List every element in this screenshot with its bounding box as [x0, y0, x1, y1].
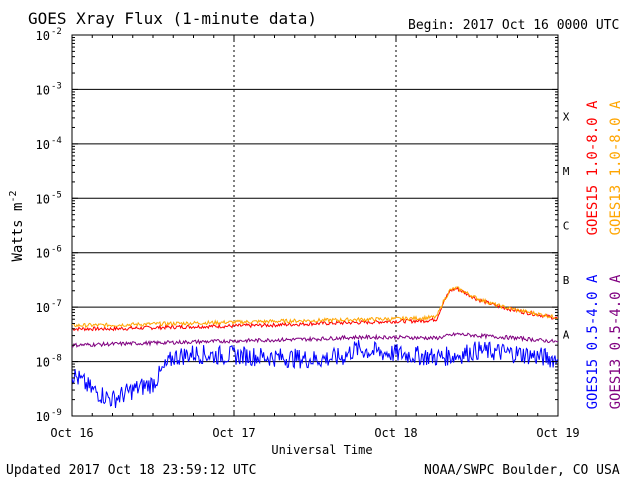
legend-entry: GOES13 1.0-8.0 A — [608, 100, 624, 235]
y-tick-label-exp: -7 — [51, 299, 62, 309]
series-line-1 — [72, 286, 558, 332]
y-tick-label-exp: -2 — [51, 27, 62, 37]
legend-label: GOES13 0.5-4.0 A — [608, 274, 624, 409]
legend-label: GOES15 1.0-8.0 A — [585, 100, 601, 235]
x-tick-label: Oct 19 — [536, 426, 579, 440]
flare-class-labels: A B C M X — [563, 111, 570, 342]
y-tick-label: 10 — [36, 356, 50, 370]
y-tick-label: 10 — [36, 301, 50, 315]
y-axis-label-group: Watts m-2 — [8, 190, 26, 261]
flare-class-c: C — [563, 220, 570, 233]
flare-class-b: B — [563, 274, 570, 287]
series-line-4 — [72, 331, 558, 348]
grid — [72, 35, 558, 416]
y-axis: 10-910-810-710-610-510-410-310-2 — [36, 27, 558, 424]
chart-title: GOES Xray Flux (1-minute data) — [28, 9, 317, 28]
flare-class-x: X — [563, 111, 570, 124]
y-tick-label: 10 — [36, 247, 50, 261]
legend-label: GOES13 1.0-8.0 A — [608, 100, 624, 235]
x-tick-label: Oct 16 — [50, 426, 93, 440]
y-tick-label-exp: -3 — [51, 81, 62, 91]
updated-timestamp: Updated 2017 Oct 18 23:59:12 UTC — [6, 463, 256, 478]
y-axis-label: Watts m-2 — [8, 190, 26, 261]
series-line-2 — [72, 286, 558, 329]
legend-entry: GOES13 0.5-4.0 A — [608, 274, 624, 409]
y-tick-label: 10 — [36, 138, 50, 152]
credit: NOAA/SWPC Boulder, CO USA — [424, 463, 620, 478]
legend-label: GOES15 0.5-4.0 A — [585, 274, 601, 409]
y-tick-label-exp: -9 — [51, 408, 62, 418]
y-tick-label: 10 — [36, 83, 50, 97]
begin-date: Begin: 2017 Oct 16 0000 UTC — [408, 18, 619, 33]
y-tick-label-exp: -6 — [51, 245, 62, 255]
x-axis-label: Universal Time — [271, 443, 372, 457]
y-tick-label-exp: -8 — [51, 354, 62, 364]
legend: GOES15 1.0-8.0 A GOES13 1.0-8.0 A GOES15 0… — [585, 100, 624, 409]
flare-class-a: A — [563, 328, 570, 341]
y-tick-label-exp: -4 — [51, 136, 62, 146]
series-line-3 — [72, 340, 558, 408]
legend-entry: GOES15 0.5-4.0 A — [585, 274, 601, 409]
series-lines — [72, 286, 558, 408]
y-tick-label: 10 — [36, 410, 50, 424]
x-tick-label: Oct 17 — [212, 426, 255, 440]
legend-entry: GOES15 1.0-8.0 A — [585, 100, 601, 235]
flare-class-m: M — [563, 165, 570, 178]
y-tick-label-exp: -5 — [51, 190, 62, 200]
y-tick-label: 10 — [36, 192, 50, 206]
y-axis-label-text: Watts m — [10, 203, 26, 262]
x-tick-label: Oct 18 — [374, 426, 417, 440]
x-axis: Oct 16 Oct 17 Oct 18 Oct 19 — [50, 35, 580, 440]
y-tick-label: 10 — [36, 29, 50, 43]
y-axis-label-sup: -2 — [8, 190, 19, 202]
